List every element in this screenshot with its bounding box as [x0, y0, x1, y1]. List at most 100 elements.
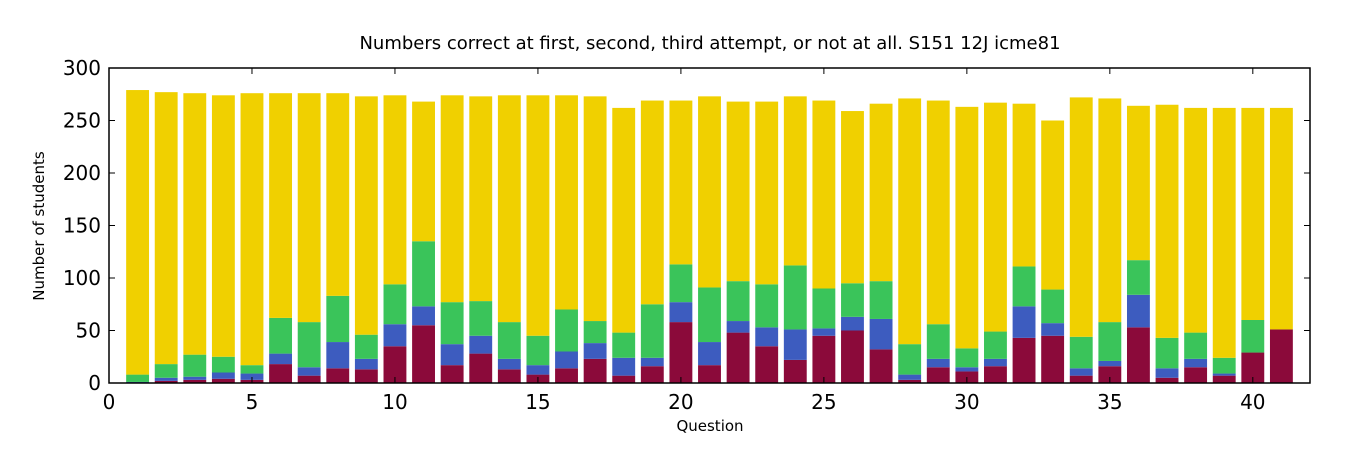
bar-q16-s4 [555, 95, 578, 310]
bar-q26-s4 [841, 111, 864, 284]
x-axis-label: Question [676, 417, 743, 435]
bar-q13-s4 [469, 96, 493, 302]
bar-q33-s3 [1041, 289, 1065, 324]
bar-q17-s3 [583, 321, 607, 344]
bar-q31-s3 [984, 331, 1007, 359]
y-axis-label: Number of students [30, 151, 48, 301]
bar-q28-s2 [898, 374, 922, 380]
bar-q23-s1 [755, 346, 779, 383]
bar-q15-s4 [526, 95, 550, 336]
bar-q33-s1 [1041, 335, 1065, 383]
bar-q2-s3 [154, 364, 178, 378]
bar-q9-s3 [354, 334, 378, 359]
bar-q30-s2 [955, 367, 979, 372]
bar-q4-s1 [211, 378, 235, 383]
bar-q24-s2 [783, 329, 807, 360]
bar-q14-s2 [497, 358, 521, 370]
x-tick-label-10: 10 [382, 390, 407, 414]
bar-q27-s4 [869, 103, 893, 282]
bar-q18-s2 [612, 357, 636, 376]
bar-q6-s1 [269, 364, 293, 383]
bar-q25-s3 [812, 288, 836, 329]
bar-q4-s2 [211, 372, 235, 379]
y-tick-label-150: 150 [63, 214, 101, 238]
bar-q19-s4 [640, 100, 664, 305]
bar-q9-s4 [354, 96, 378, 335]
bar-q26-s2 [841, 316, 864, 331]
bar-q14-s3 [497, 322, 521, 359]
bar-q40-s1 [1241, 352, 1265, 383]
bar-q31-s1 [984, 366, 1007, 383]
bar-q22-s2 [726, 321, 750, 333]
bar-q4-s4 [211, 95, 235, 357]
bar-q10-s3 [383, 284, 407, 325]
bar-q39-s3 [1212, 357, 1236, 374]
bar-q39-s2 [1212, 373, 1236, 376]
bar-q32-s1 [1012, 337, 1036, 383]
bar-q37-s2 [1155, 368, 1179, 378]
bar-q3-s1 [183, 379, 207, 383]
x-tick-label-15: 15 [525, 390, 550, 414]
bar-q13-s2 [469, 335, 493, 354]
bar-q17-s2 [583, 343, 607, 359]
bar-q19-s3 [640, 304, 664, 358]
bar-q7-s1 [297, 375, 321, 383]
bar-q35-s3 [1098, 322, 1122, 361]
bar-q16-s3 [555, 309, 578, 352]
bar-q10-s1 [383, 346, 407, 383]
bar-q38-s1 [1184, 367, 1208, 383]
bar-q32-s3 [1012, 266, 1036, 307]
bar-q16-s2 [555, 351, 578, 369]
bar-q1-s3 [126, 374, 150, 382]
bar-q38-s3 [1184, 332, 1208, 359]
bar-q34-s2 [1069, 368, 1093, 376]
y-tick-label-250: 250 [63, 109, 101, 133]
bar-q21-s1 [698, 365, 721, 383]
bar-q41-s4 [1269, 107, 1293, 330]
bar-q34-s1 [1069, 375, 1093, 383]
x-tick-label-25: 25 [811, 390, 836, 414]
bar-q8-s3 [326, 295, 350, 343]
bar-q28-s4 [898, 98, 922, 345]
bar-q11-s2 [412, 306, 435, 326]
bar-q34-s3 [1069, 336, 1093, 369]
bar-q28-s3 [898, 344, 922, 375]
bar-q6-s4 [269, 93, 293, 318]
bar-q19-s1 [640, 366, 664, 383]
bar-q20-s2 [669, 302, 693, 323]
bar-q20-s3 [669, 264, 693, 303]
bar-q22-s3 [726, 281, 750, 322]
bar-q9-s2 [354, 358, 378, 370]
bar-q11-s3 [412, 241, 435, 307]
bar-q13-s3 [469, 301, 493, 336]
bar-q35-s1 [1098, 366, 1122, 383]
bar-q16-s1 [555, 368, 578, 383]
bar-q26-s1 [841, 330, 864, 383]
bar-q37-s1 [1155, 377, 1179, 383]
bar-q12-s2 [440, 344, 464, 366]
bar-q24-s4 [783, 96, 807, 266]
bar-q26-s3 [841, 283, 864, 317]
bar-q3-s4 [183, 93, 207, 355]
bar-q38-s2 [1184, 358, 1208, 368]
bar-q18-s1 [612, 375, 636, 383]
bar-q8-s4 [326, 93, 350, 296]
bar-q23-s3 [755, 284, 779, 328]
y-tick-label-50: 50 [76, 319, 101, 343]
bar-q35-s4 [1098, 98, 1122, 323]
bar-q39-s1 [1212, 375, 1236, 383]
bar-q25-s2 [812, 328, 836, 336]
x-tick-label-0: 0 [103, 390, 116, 414]
bar-q15-s2 [526, 365, 550, 375]
bar-q17-s1 [583, 358, 607, 383]
bar-q36-s1 [1126, 327, 1150, 383]
bar-q21-s3 [698, 287, 721, 343]
bar-q23-s2 [755, 327, 779, 347]
bar-q29-s4 [926, 100, 950, 325]
bar-q18-s4 [612, 107, 636, 333]
bar-q20-s1 [669, 322, 693, 383]
bar-q29-s3 [926, 324, 950, 359]
bar-q8-s2 [326, 342, 350, 369]
bar-q18-s3 [612, 332, 636, 358]
